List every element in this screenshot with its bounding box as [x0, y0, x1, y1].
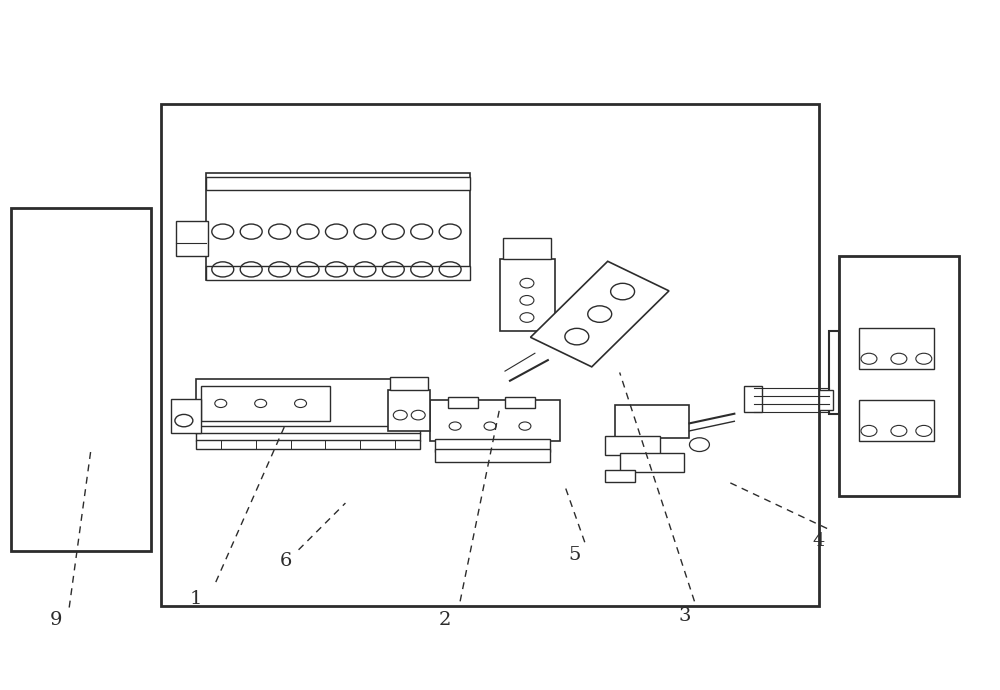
Bar: [11, 208, 151, 551]
Bar: [176, 221, 208, 256]
Bar: [448, 397, 478, 408]
Bar: [829, 331, 839, 414]
Bar: [196, 426, 420, 434]
Text: 1: 1: [190, 590, 202, 609]
Bar: [435, 439, 550, 451]
Bar: [839, 256, 959, 496]
Bar: [605, 470, 635, 482]
Bar: [859, 400, 934, 441]
Polygon shape: [530, 262, 669, 367]
Bar: [505, 397, 535, 408]
Bar: [206, 173, 470, 279]
Bar: [206, 177, 470, 190]
Bar: [201, 386, 330, 421]
Text: 3: 3: [678, 607, 691, 625]
Bar: [859, 328, 934, 369]
Text: 5: 5: [569, 546, 581, 564]
Text: 2: 2: [439, 611, 451, 629]
Bar: [605, 435, 660, 455]
Bar: [819, 390, 833, 411]
Text: 9: 9: [50, 611, 62, 629]
Bar: [196, 440, 420, 449]
Bar: [171, 399, 201, 433]
Bar: [196, 380, 420, 428]
Bar: [435, 449, 550, 462]
Bar: [500, 259, 555, 331]
Bar: [503, 239, 551, 259]
Text: 6: 6: [279, 553, 292, 571]
Bar: [388, 390, 430, 431]
Text: 4: 4: [813, 532, 825, 550]
Bar: [390, 377, 428, 390]
Bar: [744, 386, 762, 413]
Bar: [430, 400, 560, 441]
Bar: [196, 433, 420, 441]
Bar: [206, 266, 470, 279]
Bar: [620, 453, 684, 472]
Bar: [161, 104, 819, 606]
Bar: [615, 405, 689, 437]
